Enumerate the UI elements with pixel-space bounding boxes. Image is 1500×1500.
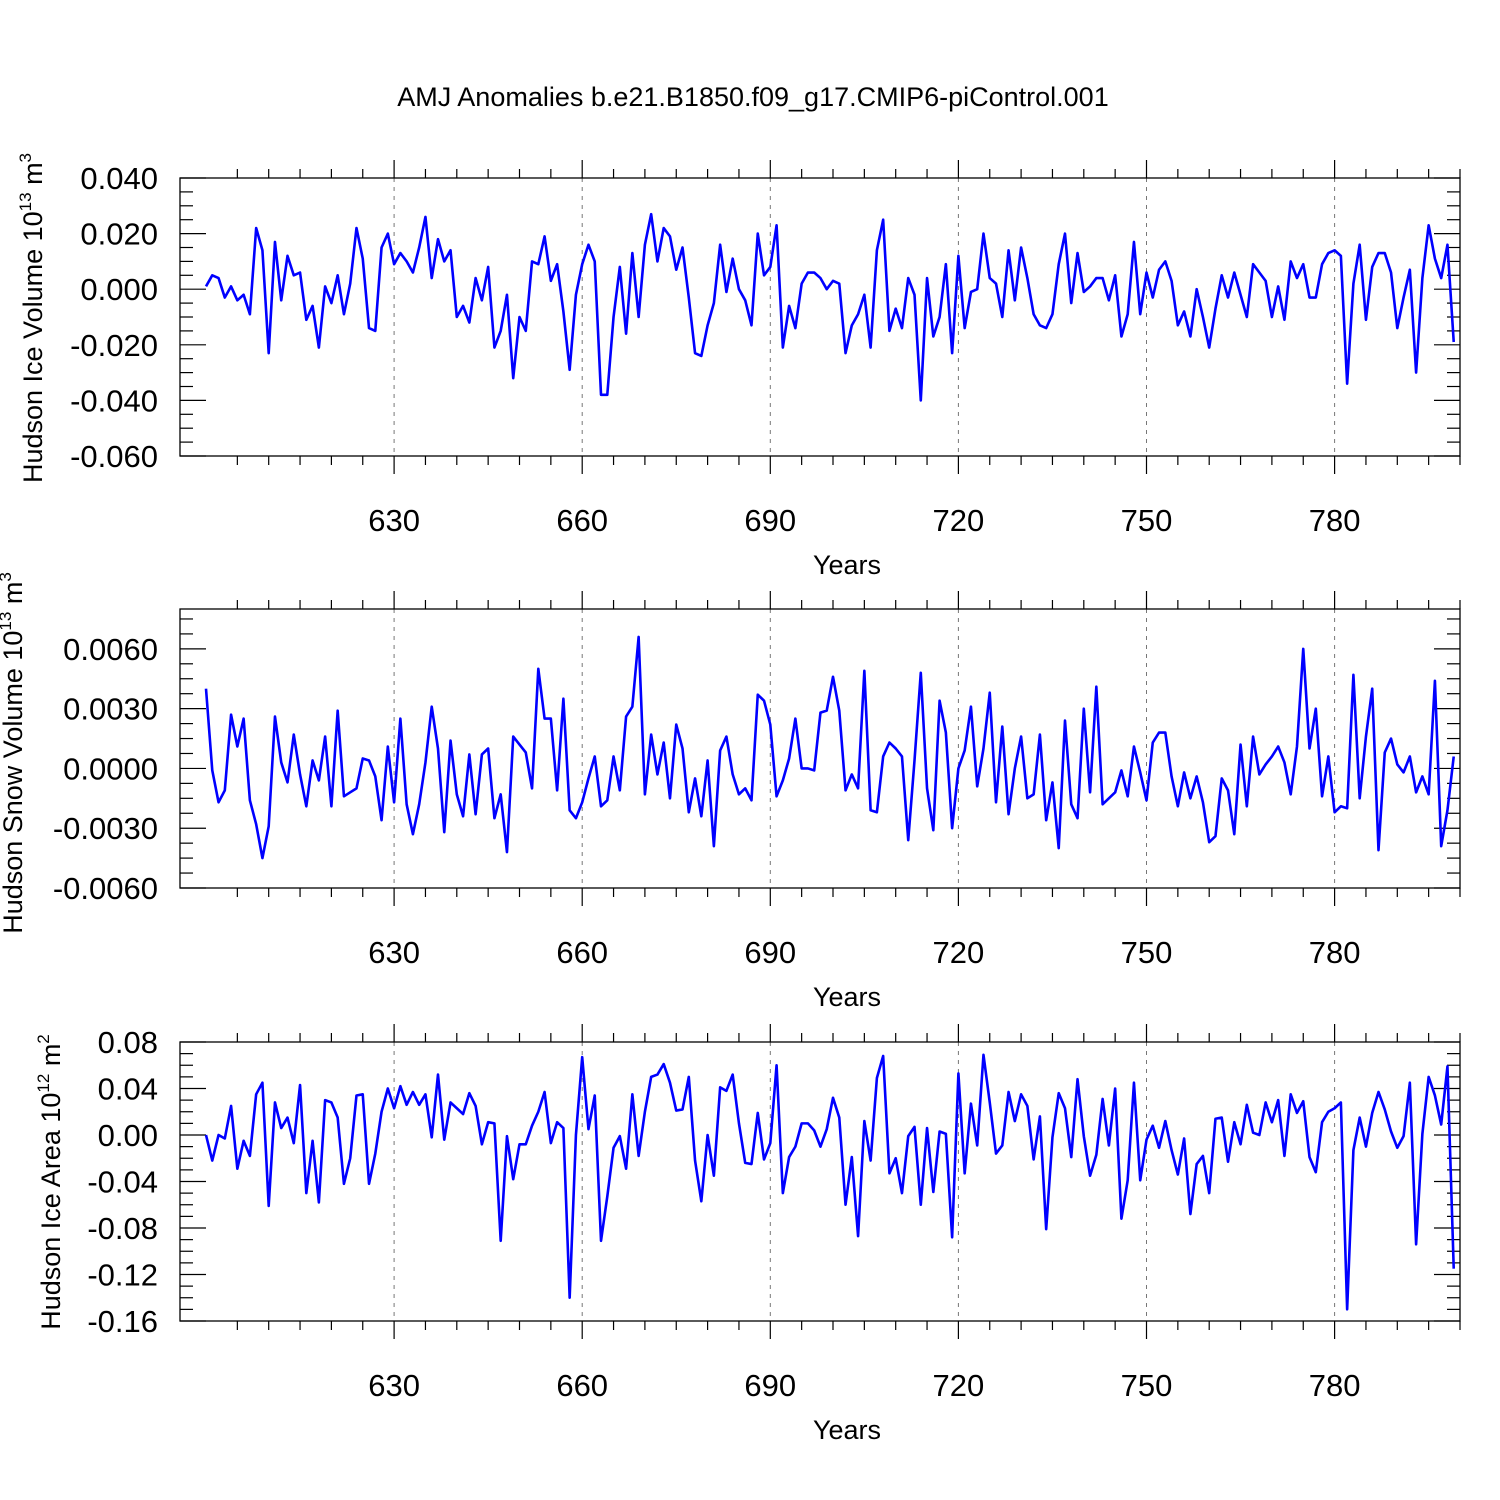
x-tick-label: 750: [1121, 503, 1173, 538]
data-series-line: [204, 212, 1456, 402]
x-tick-label: 660: [556, 503, 608, 538]
x-tick-label: 630: [368, 503, 420, 538]
y-tick-label: 0.0030: [63, 692, 158, 727]
panel-snow-volume: -0.0060 -0.0030 0.0000 0.0030 0.0060 630 660 69…: [0, 572, 1461, 1012]
x-axis-label: Years: [813, 982, 881, 1012]
y-axis-label-part: 2: [34, 1034, 53, 1043]
y-axis-label-part: m: [36, 1044, 66, 1074]
y-tick-label: -0.060: [70, 439, 158, 474]
y-tick-label: -0.08: [87, 1211, 158, 1246]
y-axis-label-part: 3: [0, 572, 15, 581]
y-axis-label-part: m: [18, 162, 48, 192]
y-tick-label: 0.00: [98, 1118, 158, 1153]
x-tick-label: 780: [1309, 935, 1361, 970]
x-axis-label: Years: [813, 1415, 881, 1445]
y-tick-label: -0.12: [87, 1258, 158, 1293]
y-axis-label-part: 12: [34, 1074, 53, 1093]
y-tick-label: -0.16: [87, 1304, 158, 1339]
y-axis-label-part: 13: [0, 612, 15, 631]
y-tick-label: -0.0030: [53, 811, 158, 846]
x-tick-label: 780: [1309, 1368, 1361, 1403]
x-tick-label: 690: [744, 1368, 796, 1403]
y-axis-label: Hudson Ice Area 1012 m2: [34, 1034, 66, 1330]
y-tick-label: 0.0060: [63, 632, 158, 667]
plot-frame: [179, 608, 1461, 889]
x-tick-label: 630: [368, 1368, 420, 1403]
x-tick-label: 690: [744, 503, 796, 538]
y-tick-label: -0.040: [70, 383, 158, 418]
y-axis-label: Hudson Ice Volume 1013 m3: [16, 153, 48, 483]
y-tick-label: 0.0000: [63, 751, 158, 786]
y-tick-label: 0.08: [98, 1025, 158, 1060]
y-axis-label: Hudson Snow Volume 1013 m3: [0, 572, 28, 934]
y-tick-label: 0.04: [98, 1072, 158, 1107]
x-tick-label: 780: [1309, 503, 1361, 538]
x-tick-label: 630: [368, 935, 420, 970]
y-axis-label-part: 3: [16, 153, 35, 162]
x-tick-label: 750: [1121, 935, 1173, 970]
y-tick-label: -0.04: [87, 1165, 158, 1200]
y-tick-label: 0.020: [80, 217, 158, 252]
x-tick-label: 690: [744, 935, 796, 970]
x-tick-label: 720: [933, 935, 985, 970]
plot-frame: [179, 177, 1461, 457]
data-series-line: [204, 1053, 1456, 1311]
x-tick-label: 660: [556, 1368, 608, 1403]
data-series-line: [204, 635, 1456, 860]
y-tick-label: -0.020: [70, 328, 158, 363]
x-axis-label: Years: [813, 550, 881, 580]
x-tick-label: 660: [556, 935, 608, 970]
plot-frame: [179, 1041, 1461, 1322]
y-tick-label: 0.000: [80, 272, 158, 307]
y-axis-label-part: Hudson Snow Volume 10: [0, 631, 28, 934]
y-axis-label-part: m: [0, 582, 28, 612]
y-axis-label-part: 13: [16, 192, 35, 211]
x-tick-label: 750: [1121, 1368, 1173, 1403]
panel-ice-area: -0.16 -0.12 -0.08 -0.04 0.00 0.04 0.08 630 660 69…: [34, 1024, 1461, 1445]
chart-title: AMJ Anomalies b.e21.B1850.f09_g17.CMIP6-…: [397, 82, 1108, 112]
x-tick-label: 720: [933, 1368, 985, 1403]
y-tick-label: 0.040: [80, 161, 158, 196]
y-axis-label-part: Hudson Ice Volume 10: [18, 211, 48, 483]
y-axis-label-part: Hudson Ice Area 10: [36, 1093, 66, 1330]
x-tick-label: 720: [933, 503, 985, 538]
y-tick-label: -0.0060: [53, 871, 158, 906]
panel-ice-volume: -0.060 -0.040 -0.020 0.000 0.020 0.040 630 660 6…: [16, 153, 1461, 580]
